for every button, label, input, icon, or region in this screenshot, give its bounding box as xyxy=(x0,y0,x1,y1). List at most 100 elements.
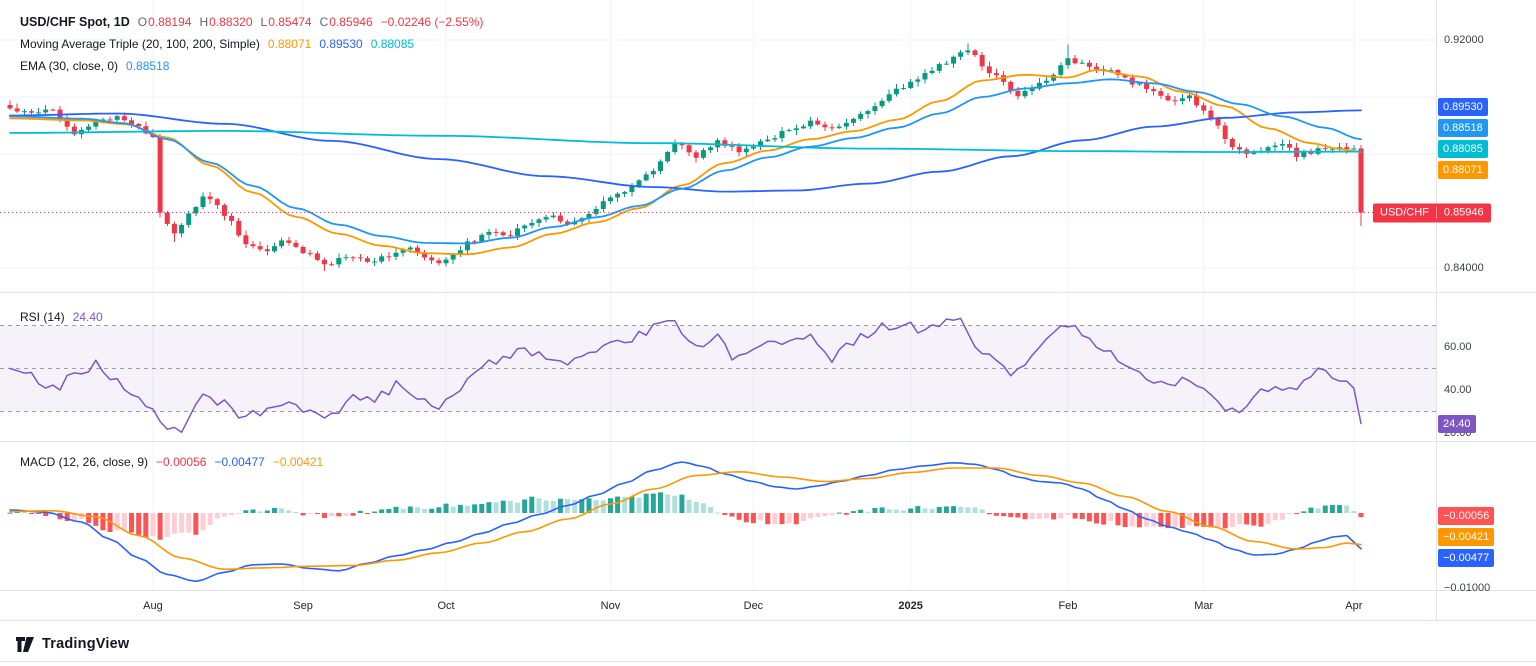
time-axis-label[interactable]: Feb xyxy=(1058,600,1078,612)
macd-histogram-bar xyxy=(457,504,463,513)
candle-body xyxy=(1265,147,1271,151)
macd-histogram-bar xyxy=(700,503,706,513)
ema-label[interactable]: EMA (30, close, 0) xyxy=(20,59,119,73)
candle-body xyxy=(808,120,814,127)
candle-body xyxy=(472,241,478,243)
rsi-label[interactable]: RSI (14) xyxy=(20,310,65,324)
candle-body xyxy=(329,264,335,266)
macd-histogram-bar xyxy=(136,513,142,535)
macd-histogram-bar xyxy=(1358,513,1364,518)
macd-histogram-bar xyxy=(1129,513,1135,527)
candle-body xyxy=(679,143,685,146)
candle-body xyxy=(407,247,413,250)
candle-body xyxy=(236,220,242,236)
macd-histogram-bar xyxy=(1222,513,1228,529)
macd-histogram-bar xyxy=(129,513,135,533)
candle-body xyxy=(136,123,142,127)
candle-body xyxy=(1236,147,1242,150)
time-axis-label[interactable]: 2025 xyxy=(898,600,923,612)
candle-body xyxy=(951,56,957,64)
candle-body xyxy=(1043,80,1049,83)
time-axis-label[interactable]: Apr xyxy=(1345,600,1363,612)
candle-body xyxy=(1015,90,1021,97)
macd-histogram-bar xyxy=(1201,513,1207,527)
candle-body xyxy=(943,63,949,65)
candle-body xyxy=(972,50,978,56)
candle-body xyxy=(1086,62,1092,67)
macd-histogram-bar xyxy=(1308,507,1314,513)
candle-body xyxy=(1322,148,1328,150)
macd-histogram-bar xyxy=(1136,513,1142,528)
candle-body xyxy=(50,109,56,111)
candle-body xyxy=(543,217,549,220)
macd-histogram-bar xyxy=(64,513,70,522)
candle-body xyxy=(772,138,778,140)
time-axis-label[interactable]: Oct xyxy=(437,600,455,612)
macd-histogram-bar xyxy=(579,499,585,513)
candle-body xyxy=(615,193,621,198)
candle-body xyxy=(493,231,499,233)
candle-body xyxy=(28,111,34,113)
candle-body xyxy=(507,235,513,237)
macd-histogram-bar xyxy=(379,509,385,513)
macd-histogram-bar xyxy=(1315,508,1321,513)
price-axis-badge: 0.88085 xyxy=(1438,139,1488,158)
candle-body xyxy=(264,249,270,252)
macd-histogram-bar xyxy=(1301,511,1307,513)
macd-histogram-bar xyxy=(1229,513,1235,528)
ma200-value: 0.88085 xyxy=(370,37,415,51)
macd-histogram-bar xyxy=(329,513,335,517)
ma-triple-label[interactable]: Moving Average Triple (20, 100, 200, Sim… xyxy=(20,37,260,51)
candle-body xyxy=(1301,152,1307,157)
time-axis-label[interactable]: Dec xyxy=(743,600,764,612)
candle-body xyxy=(1344,147,1350,150)
time-axis-label[interactable]: Mar xyxy=(1194,600,1214,612)
price-pane-legend: USD/CHF Spot, 1D O0.88194 H0.88320 L0.85… xyxy=(20,11,491,77)
candle-body xyxy=(164,212,170,224)
candle-body xyxy=(765,139,771,142)
candle-body xyxy=(722,140,728,146)
candle-body xyxy=(643,174,649,181)
price-axis-label: 0.92000 xyxy=(1444,34,1484,46)
time-axis-label[interactable]: Nov xyxy=(600,600,621,612)
macd-histogram-bar xyxy=(479,503,485,513)
macd-histogram-bar xyxy=(1036,513,1042,520)
macd-pane-legend: MACD (12, 26, close, 9) −0.00056 −0.0047… xyxy=(20,451,331,473)
candle-body xyxy=(429,257,435,261)
macd-histogram-bar xyxy=(836,512,842,514)
macd-histogram-bar xyxy=(715,512,721,514)
tradingview-logo-text: TradingView xyxy=(42,636,130,652)
candle-body xyxy=(1222,125,1228,139)
candle-body xyxy=(250,244,256,247)
time-axis-label[interactable]: Sep xyxy=(293,600,313,612)
candle-body xyxy=(1008,81,1014,91)
candle-body xyxy=(1172,100,1178,102)
macd-histogram-bar xyxy=(1287,513,1293,514)
macd-histogram-bar xyxy=(493,502,499,513)
macd-histogram-bar xyxy=(622,496,628,513)
tradingview-attribution[interactable]: TradingView xyxy=(16,636,129,652)
candle-body xyxy=(693,152,699,158)
price-axis-label: 0.84000 xyxy=(1444,262,1484,274)
candle-body xyxy=(858,113,864,119)
time-axis-label[interactable]: Aug xyxy=(143,600,163,612)
candle-body xyxy=(214,199,220,206)
macd-histogram-bar xyxy=(1001,513,1007,517)
macd-line xyxy=(9,461,1362,583)
price-badge-symbol: USD/CHF xyxy=(1380,206,1437,219)
candle-body xyxy=(622,192,628,194)
candle-body xyxy=(343,257,349,259)
rsi-row: RSI (14) 24.40 xyxy=(20,306,111,328)
macd-histogram-bar xyxy=(1236,513,1242,525)
macd-histogram-bar xyxy=(407,506,413,513)
candle-body xyxy=(522,225,528,229)
macd-histogram-bar xyxy=(607,498,613,513)
candle-body xyxy=(922,73,928,80)
macd-label[interactable]: MACD (12, 26, close, 9) xyxy=(20,455,149,469)
candle-body xyxy=(893,88,899,95)
candle-body xyxy=(850,118,856,123)
macd-histogram-bar xyxy=(164,513,170,538)
symbol-title[interactable]: USD/CHF Spot, 1D xyxy=(20,15,130,29)
candle-body xyxy=(171,223,177,234)
